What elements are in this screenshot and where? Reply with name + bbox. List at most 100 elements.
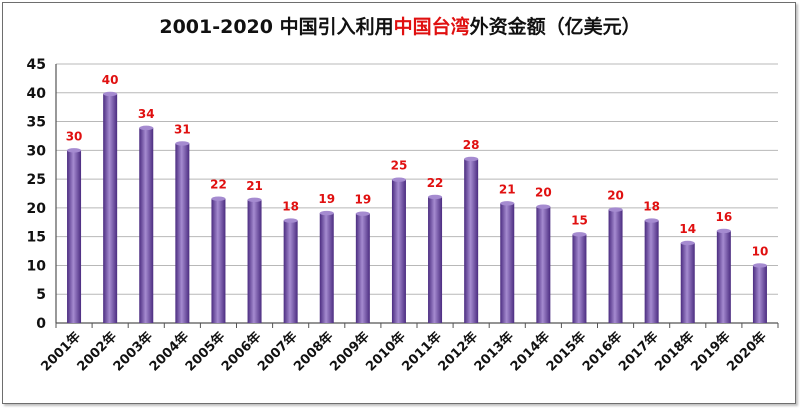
bar bbox=[283, 220, 298, 323]
data-labels: 30 40 34 31 22 21 18 19 19 25 22 28 21 20 15 20 18 14 16 10 bbox=[66, 73, 769, 259]
bar-2019年 bbox=[716, 228, 731, 323]
bar bbox=[355, 213, 370, 323]
bar-cap bbox=[464, 156, 479, 162]
title-part-1: 2001-2020 中国引入利用 bbox=[159, 16, 394, 38]
bar-cap bbox=[500, 201, 515, 206]
bar bbox=[428, 196, 443, 323]
bar-2013年 bbox=[500, 201, 515, 323]
bar-2005年 bbox=[211, 196, 226, 323]
bar bbox=[644, 220, 659, 323]
y-tick-labels: 0 5 10 15 20 25 30 35 40 45 bbox=[27, 57, 47, 332]
y-tick-label: 35 bbox=[27, 115, 46, 131]
data-label: 25 bbox=[391, 159, 408, 173]
bar bbox=[139, 127, 154, 324]
bar-2008年 bbox=[319, 210, 334, 323]
chart-title: 2001-2020 中国引入利用中国台湾外资金额（亿美元） bbox=[0, 12, 800, 39]
bar-2004年 bbox=[175, 141, 190, 323]
bar-cap bbox=[536, 204, 551, 209]
data-label: 22 bbox=[427, 176, 444, 190]
bar-2015年 bbox=[572, 232, 587, 323]
data-label: 19 bbox=[354, 193, 371, 207]
axes bbox=[55, 64, 779, 328]
x-tick-label: 2020年 bbox=[724, 329, 770, 375]
bar bbox=[247, 199, 262, 323]
y-tick-label: 0 bbox=[36, 316, 46, 332]
bar bbox=[67, 150, 82, 323]
data-label: 31 bbox=[174, 122, 191, 136]
bar-cap bbox=[608, 207, 623, 212]
data-label: 14 bbox=[679, 222, 696, 236]
bar bbox=[391, 179, 406, 323]
bar bbox=[680, 242, 695, 323]
bar-cap bbox=[680, 240, 695, 246]
y-tick-label: 5 bbox=[36, 287, 46, 303]
title-part-2-highlight: 中国台湾 bbox=[393, 16, 470, 38]
bar-2003年 bbox=[139, 125, 154, 324]
bar-cap bbox=[139, 125, 154, 131]
bar-2001年 bbox=[67, 148, 82, 323]
bar-2010年 bbox=[391, 177, 406, 323]
data-label: 22 bbox=[210, 178, 227, 192]
bar bbox=[572, 234, 587, 323]
bar-2017年 bbox=[644, 218, 659, 323]
data-label: 40 bbox=[102, 73, 119, 87]
bar-cap bbox=[355, 211, 370, 216]
bar-2009年 bbox=[355, 211, 370, 323]
y-tick-label: 15 bbox=[27, 230, 46, 246]
data-label: 16 bbox=[715, 210, 732, 224]
bar-2002年 bbox=[103, 91, 118, 323]
title-part-3: 外资金额（亿美元） bbox=[469, 16, 641, 38]
bar-cap bbox=[211, 196, 226, 201]
y-tick-label: 20 bbox=[27, 201, 47, 217]
bar bbox=[103, 93, 118, 323]
data-label: 10 bbox=[752, 244, 769, 258]
bar-2018年 bbox=[680, 240, 695, 323]
bar-cap bbox=[247, 197, 262, 203]
bar-cap bbox=[103, 91, 118, 97]
bar-2006年 bbox=[247, 197, 262, 323]
bar bbox=[175, 143, 190, 323]
bar-cap bbox=[572, 232, 587, 237]
y-tick-label: 40 bbox=[27, 86, 47, 102]
bar-2011年 bbox=[428, 194, 443, 323]
data-label: 28 bbox=[463, 138, 480, 152]
data-label: 19 bbox=[318, 192, 335, 206]
data-label: 18 bbox=[643, 200, 660, 214]
data-label: 15 bbox=[571, 213, 588, 227]
y-tick-label: 30 bbox=[27, 143, 47, 159]
data-label: 21 bbox=[499, 182, 516, 196]
bar-cap bbox=[644, 218, 659, 223]
data-label: 21 bbox=[246, 179, 263, 193]
bar-cap bbox=[716, 228, 731, 234]
bar bbox=[752, 265, 767, 323]
data-label: 30 bbox=[66, 129, 83, 143]
y-tick-label: 25 bbox=[27, 172, 46, 188]
y-tick-label: 10 bbox=[27, 258, 47, 274]
bar-cap bbox=[319, 210, 334, 216]
bar bbox=[211, 198, 226, 323]
data-label: 34 bbox=[138, 107, 155, 121]
bars bbox=[67, 91, 767, 324]
bar bbox=[464, 158, 479, 323]
bar-cap bbox=[67, 148, 82, 153]
bar-2007年 bbox=[283, 218, 298, 323]
bar bbox=[319, 213, 334, 323]
bar-2016年 bbox=[608, 207, 623, 323]
bar bbox=[500, 203, 515, 323]
bar-2020年 bbox=[752, 263, 767, 323]
bar-2014年 bbox=[536, 204, 551, 323]
bar-cap bbox=[175, 141, 190, 146]
data-label: 20 bbox=[607, 189, 624, 203]
x-tick-labels: 2001年2002年2003年2004年2005年2006年2007年2008年… bbox=[38, 329, 770, 375]
data-label: 18 bbox=[282, 200, 299, 214]
y-tick-label: 45 bbox=[27, 57, 46, 73]
bar bbox=[536, 206, 551, 323]
bar bbox=[716, 230, 731, 323]
bar-cap bbox=[428, 194, 443, 200]
bar-cap bbox=[283, 218, 298, 223]
bar-cap bbox=[752, 263, 767, 268]
bar-cap bbox=[391, 177, 406, 182]
data-label: 20 bbox=[535, 186, 552, 200]
gridlines bbox=[56, 63, 778, 295]
